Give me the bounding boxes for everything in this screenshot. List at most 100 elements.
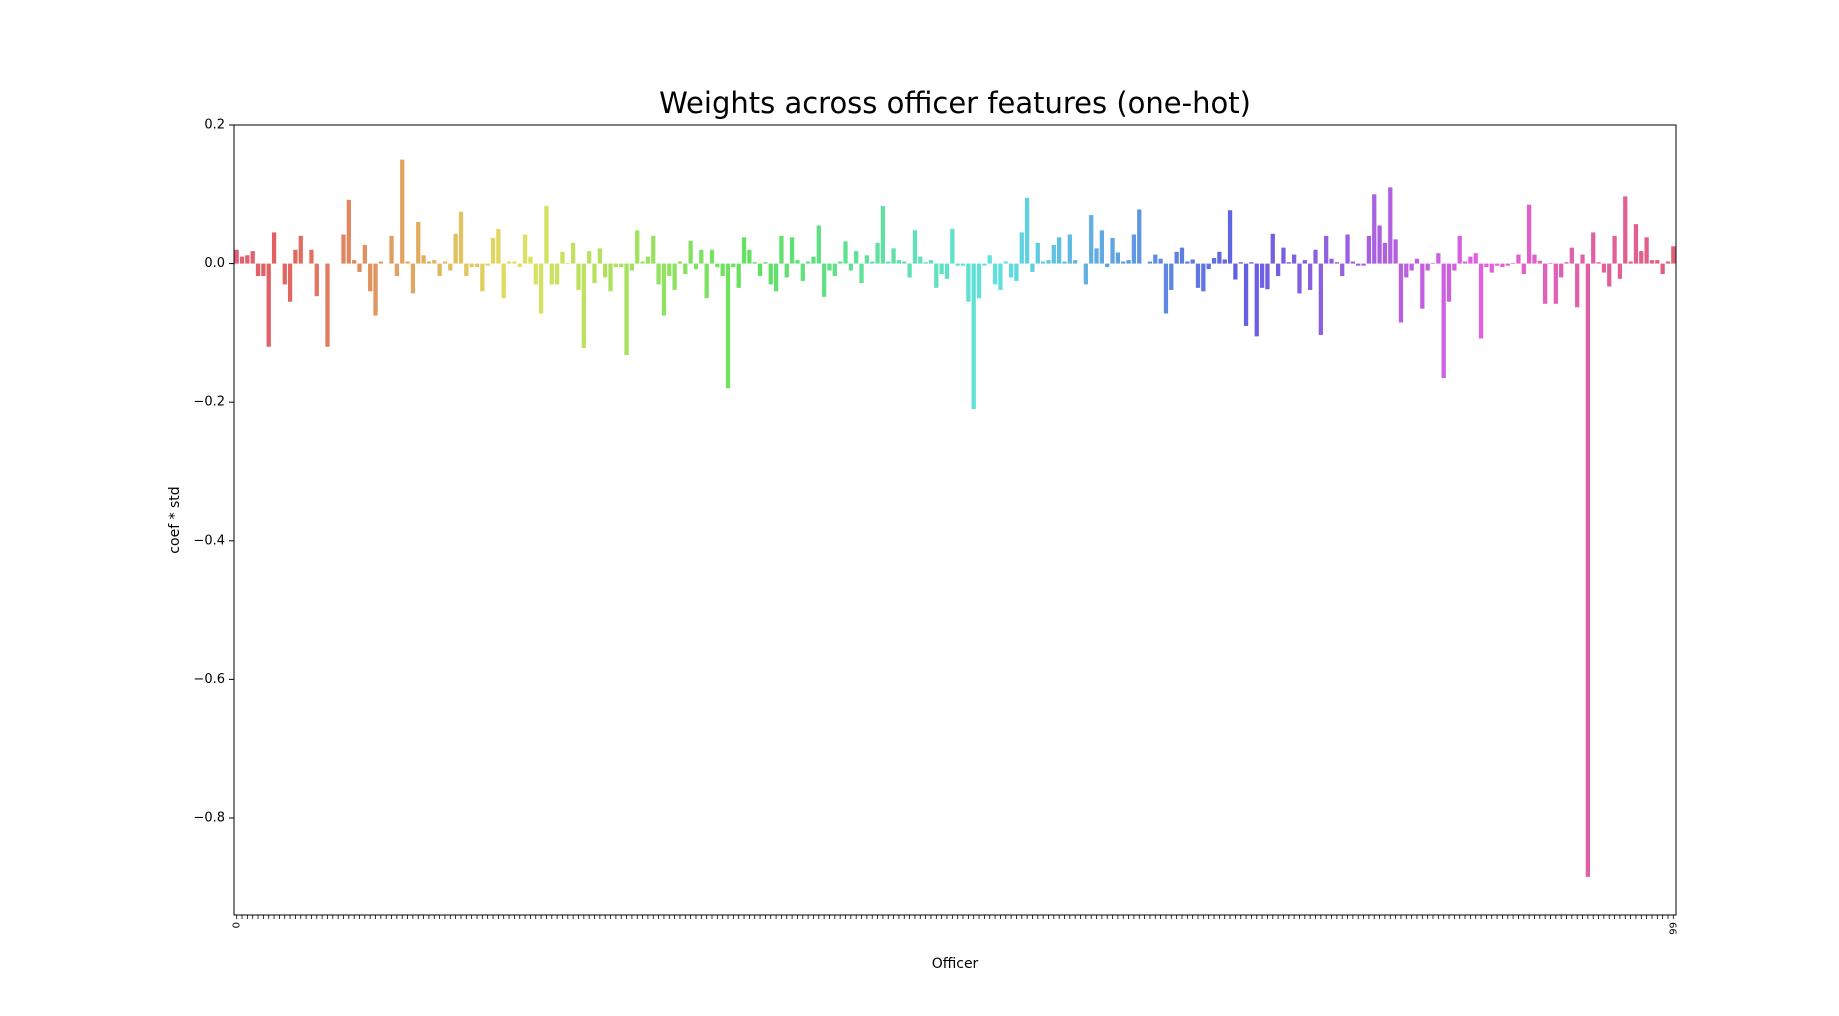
- bar: [715, 263, 720, 268]
- bar: [234, 249, 239, 264]
- bar: [1099, 230, 1105, 264]
- bar: [389, 235, 394, 264]
- bar: [1089, 215, 1094, 264]
- bar: [1057, 237, 1062, 264]
- y-axis-label: coef * std: [167, 486, 183, 553]
- bar: [394, 263, 400, 277]
- bar: [1169, 263, 1174, 290]
- bar: [709, 249, 715, 264]
- bar: [923, 262, 928, 264]
- bar: [576, 263, 581, 290]
- bar: [1227, 210, 1233, 264]
- bar: [1617, 263, 1623, 279]
- bar: [843, 241, 848, 264]
- bar: [1655, 260, 1660, 264]
- bar: [944, 263, 950, 279]
- bar: [1350, 261, 1356, 264]
- bar: [1035, 242, 1040, 264]
- bar: [976, 263, 982, 299]
- bar: [1094, 248, 1099, 264]
- bar: [651, 235, 656, 264]
- bar: [811, 256, 816, 264]
- bar: [805, 261, 811, 264]
- bar: [1420, 263, 1425, 309]
- bar: [293, 249, 298, 264]
- bar: [533, 263, 538, 285]
- bar: [597, 248, 602, 264]
- bar: [1222, 259, 1227, 264]
- bar: [1051, 244, 1056, 264]
- y-tick-label: −0.6: [193, 672, 225, 687]
- bar: [544, 206, 549, 264]
- bar: [998, 263, 1003, 290]
- bar: [271, 232, 277, 264]
- bar: [613, 263, 618, 268]
- bar: [1409, 263, 1414, 271]
- bar: [266, 263, 271, 347]
- bar: [1585, 263, 1591, 877]
- bar: [939, 263, 944, 274]
- bar: [1473, 253, 1478, 264]
- bar: [832, 263, 837, 277]
- bar: [1292, 254, 1297, 264]
- bar: [928, 260, 934, 264]
- bar: [1601, 263, 1607, 273]
- bar: [960, 263, 966, 266]
- bar: [309, 249, 314, 264]
- bar: [448, 263, 453, 271]
- bar: [854, 251, 859, 264]
- bar: [1510, 262, 1516, 264]
- bar: [1003, 261, 1008, 264]
- bar: [517, 263, 522, 268]
- bar: [763, 262, 768, 264]
- bar: [261, 263, 266, 277]
- bar: [886, 261, 891, 264]
- bar: [1195, 263, 1201, 288]
- bar: [1559, 263, 1564, 278]
- y-tick-label: −0.8: [193, 810, 225, 825]
- bar: [1665, 261, 1671, 264]
- bar: [907, 263, 912, 278]
- bar: [506, 261, 512, 264]
- bar: [421, 255, 426, 264]
- bar: [1297, 263, 1302, 294]
- bar: [768, 263, 773, 285]
- bar: [250, 251, 255, 264]
- bar: [645, 256, 651, 264]
- bar: [1553, 263, 1558, 304]
- bar: [298, 235, 303, 264]
- bar: [800, 263, 805, 281]
- bar: [736, 263, 741, 288]
- y-tick-label: −0.4: [193, 533, 225, 548]
- bar: [934, 263, 939, 288]
- bar: [287, 263, 293, 302]
- bar: [848, 263, 853, 271]
- bar: [1569, 247, 1574, 264]
- bar: [1115, 252, 1121, 264]
- bar: [1067, 234, 1072, 264]
- bar: [1217, 251, 1222, 264]
- bar: [1388, 187, 1393, 264]
- bar: [1478, 263, 1484, 339]
- bar: [1564, 262, 1569, 264]
- bar: [458, 211, 464, 264]
- bar: [352, 260, 357, 264]
- bar: [1153, 254, 1158, 264]
- bar: [1393, 239, 1398, 264]
- bar: [400, 159, 405, 264]
- bar: [1254, 263, 1259, 337]
- bar: [1040, 261, 1046, 264]
- bar: [1243, 263, 1249, 326]
- bar: [549, 263, 554, 285]
- bar: [437, 263, 442, 277]
- bar: [1030, 263, 1035, 272]
- bar: [1281, 247, 1286, 264]
- bar: [442, 261, 448, 264]
- x-axis-label: Officer: [932, 956, 979, 972]
- bar: [875, 242, 880, 264]
- bar: [522, 234, 528, 264]
- bar: [891, 248, 896, 264]
- bar: [325, 263, 330, 347]
- bar: [426, 261, 432, 264]
- bar: [827, 263, 832, 271]
